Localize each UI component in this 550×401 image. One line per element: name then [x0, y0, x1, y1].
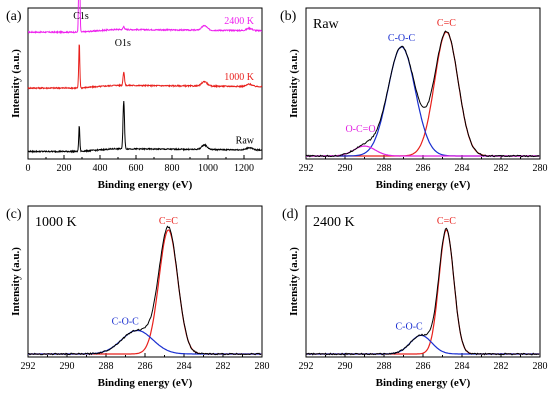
- x-tick-label: 280: [255, 361, 270, 372]
- panel-c: 292 290 288 286 284 282 280 Binding energy (eV)…: [6, 205, 270, 389]
- x-tick-label: 282: [494, 163, 509, 174]
- experimental-spectrum: [305, 30, 540, 158]
- experimental-spectrum: [305, 227, 540, 356]
- component-c-c: [306, 31, 540, 157]
- condition-label: 1000 K: [35, 215, 77, 230]
- x-tick-label: 0: [26, 163, 31, 174]
- peak-label-c-o-c: C-O-C: [112, 316, 140, 327]
- peak-label-c-o-c: C-O-C: [395, 321, 423, 332]
- x-tick-label: 286: [416, 163, 431, 174]
- y-axis-label: Intensity (a.u.): [288, 49, 300, 118]
- x-tick-label: 292: [299, 361, 314, 372]
- x-tick-label: 286: [138, 361, 153, 372]
- peak-label-o-c-o: O-C=O: [345, 124, 375, 135]
- x-tick-label: 282: [216, 361, 231, 372]
- panel-letter: (a): [6, 9, 22, 24]
- plot-frame: [305, 7, 541, 160]
- panel-b: 292 290 288 286 284 282 280 Binding energy (eV)…: [280, 7, 548, 191]
- x-tick-label: 284: [455, 361, 470, 372]
- x-tick-label: 280: [533, 361, 548, 372]
- x-tick-label: 290: [60, 361, 75, 372]
- component-c-c: [28, 229, 262, 355]
- component-c-o-c: [28, 329, 262, 355]
- x-tick-label: 288: [377, 163, 392, 174]
- x-axis-label: Binding energy (eV): [376, 179, 471, 191]
- panel-letter: (d): [282, 207, 299, 222]
- experimental-spectrum: [27, 225, 262, 356]
- x-tick-label: 288: [377, 361, 392, 372]
- peak-label-c-c: C=C: [437, 18, 456, 29]
- x-axis-label: Binding energy (eV): [98, 179, 193, 191]
- x-tick-label: 286: [416, 361, 431, 372]
- panel-a: 0 200 400 600 800 1000 1200 Binding energy (eV)…: [6, 0, 263, 191]
- peak-label-c-c: C=C: [159, 216, 178, 227]
- x-tick-label: 284: [455, 163, 470, 174]
- x-tick-label: 200: [57, 163, 72, 174]
- x-tick-label: 284: [177, 361, 192, 372]
- panel-letter: (c): [6, 207, 22, 222]
- y-axis-label: Intensity (a.u.): [10, 247, 22, 316]
- series-line-raw: [27, 100, 263, 154]
- x-tick-label: 288: [99, 361, 114, 372]
- peak-label-o1s: O1s: [115, 38, 131, 49]
- x-tick-label: 1200: [234, 163, 254, 174]
- x-axis-label: Binding energy (eV): [98, 377, 193, 389]
- series-label: 1000 K: [224, 72, 255, 83]
- component-c-o-c: [306, 334, 540, 355]
- x-tick-label: 290: [338, 361, 353, 372]
- x-tick-label: 600: [129, 163, 144, 174]
- y-axis-label: Intensity (a.u.): [10, 49, 22, 118]
- series-line-1000-k: [27, 44, 263, 90]
- series-label: Raw: [236, 135, 255, 146]
- x-tick-label: 1000: [198, 163, 218, 174]
- peak-label-c-c: C=C: [437, 216, 456, 227]
- peak-label-c-o-c: C-O-C: [388, 33, 416, 44]
- x-tick-label: 292: [299, 163, 314, 174]
- y-axis-label: Intensity (a.u.): [288, 247, 300, 316]
- x-tick-label: 400: [93, 163, 108, 174]
- condition-label: 2400 K: [313, 215, 355, 230]
- plot-frame: [27, 7, 263, 160]
- peak-label-c1s: C1s: [73, 11, 89, 22]
- x-tick-label: 280: [533, 163, 548, 174]
- series-label: 2400 K: [224, 16, 255, 27]
- panel-d: 292 290 288 286 284 282 280 Binding energy (eV)…: [282, 205, 548, 389]
- x-tick-label: 800: [165, 163, 180, 174]
- condition-label: Raw: [313, 17, 340, 32]
- x-tick-label: 292: [21, 361, 36, 372]
- x-axis-label: Binding energy (eV): [376, 377, 471, 389]
- series-line-2400-k: [27, 0, 263, 35]
- panel-letter: (b): [280, 9, 297, 24]
- x-tick-label: 290: [338, 163, 353, 174]
- x-tick-label: 282: [494, 361, 509, 372]
